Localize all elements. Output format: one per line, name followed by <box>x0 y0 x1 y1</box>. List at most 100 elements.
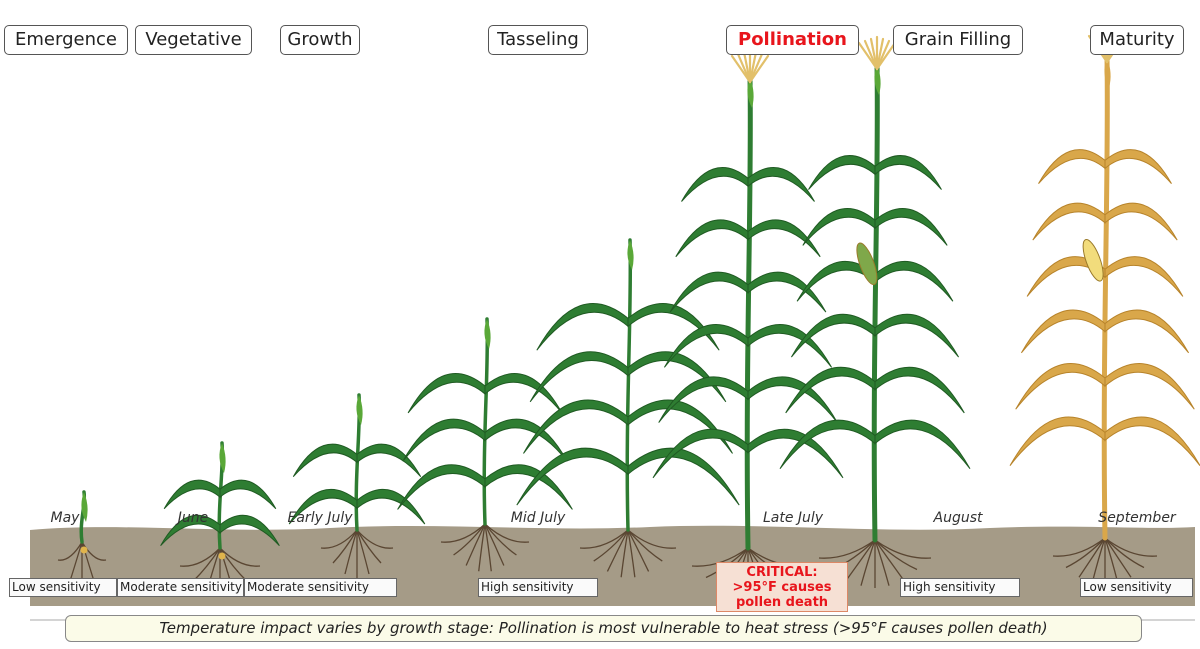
leaf <box>356 443 422 478</box>
leaf <box>292 443 358 478</box>
leaf <box>1038 149 1106 185</box>
leaf-tip <box>627 240 634 270</box>
leaf <box>1104 256 1184 297</box>
sensitivity-label-growth: Moderate sensitivity <box>244 578 397 597</box>
root <box>179 547 221 567</box>
sensitivity-label-grain-filling: High sensitivity <box>900 578 1020 597</box>
leaf <box>747 271 827 313</box>
leaf <box>790 313 876 358</box>
stalk <box>482 317 490 526</box>
leaf <box>802 207 876 246</box>
root <box>627 529 636 578</box>
leaf <box>163 479 221 510</box>
leaf <box>1104 363 1195 410</box>
corn-ear <box>1082 238 1104 282</box>
month-label-may: May <box>50 510 80 526</box>
leaf <box>669 271 749 313</box>
leaf <box>397 464 486 510</box>
leaf <box>874 366 965 414</box>
leaf <box>627 399 733 454</box>
root <box>846 539 876 580</box>
stage-label-maturity: Maturity <box>1090 25 1184 55</box>
root <box>81 541 107 561</box>
root <box>219 547 261 567</box>
plants-group <box>57 28 1200 597</box>
root <box>1104 537 1145 569</box>
root <box>606 529 629 572</box>
caption: Temperature impact varies by growth stag… <box>65 615 1142 642</box>
leaf <box>747 428 844 479</box>
stalk <box>625 238 633 532</box>
sensitivity-label-tasseling: High sensitivity <box>478 578 598 597</box>
root <box>478 523 486 572</box>
leaf <box>402 418 486 462</box>
leaf-tip <box>219 443 226 473</box>
root <box>57 541 83 561</box>
root <box>440 523 486 543</box>
leaf <box>219 479 277 510</box>
root <box>874 539 890 586</box>
stage-label-vegetative: Vegetative <box>135 25 252 55</box>
root <box>356 529 394 549</box>
leaf <box>1104 416 1200 466</box>
sensitivity-label-emergence: Low sensitivity <box>9 578 117 597</box>
root <box>874 539 904 580</box>
leaf <box>874 207 948 246</box>
leaf <box>523 399 629 454</box>
leaf <box>356 488 426 525</box>
leaf <box>681 167 749 202</box>
leaf <box>874 419 971 470</box>
root <box>484 523 517 556</box>
leaf <box>627 303 720 351</box>
root <box>1104 537 1158 557</box>
leaf <box>675 219 749 258</box>
leaf <box>1104 149 1172 185</box>
leaf <box>484 464 573 510</box>
root <box>484 523 505 566</box>
seed <box>218 552 226 560</box>
leaf <box>1015 363 1106 410</box>
root <box>344 529 358 575</box>
sensitivity-label-maturity: Low sensitivity <box>1080 578 1193 597</box>
stage-label-tasseling: Tasseling <box>488 25 588 55</box>
root <box>320 529 358 549</box>
leaf <box>529 351 629 403</box>
sensitivity-label-vegetative: Moderate sensitivity <box>117 578 244 597</box>
leaf <box>779 419 876 470</box>
month-label-mid-july: Mid July <box>510 510 566 526</box>
root <box>1065 537 1106 569</box>
leaf <box>808 155 876 190</box>
leaf <box>288 488 358 525</box>
sensitivity-label-pollination-critical: CRITICAL: >95°F causes pollen death <box>716 562 848 612</box>
leaf <box>747 376 838 423</box>
root <box>69 541 83 582</box>
month-label-september: September <box>1098 510 1176 526</box>
root <box>620 529 629 578</box>
root <box>484 523 530 543</box>
leaf <box>160 514 221 547</box>
root <box>874 539 932 559</box>
stage-label-grain-filling: Grain Filling <box>893 25 1023 55</box>
month-label-june: June <box>177 510 209 526</box>
leaf <box>516 447 629 506</box>
leaf <box>536 303 629 351</box>
leaf <box>658 376 749 423</box>
root <box>627 529 650 572</box>
critical-line-2: >95°F causes <box>732 580 832 595</box>
leaf <box>627 351 727 403</box>
leaf-tip <box>747 78 754 108</box>
leaf-tip <box>484 319 491 349</box>
leaf <box>747 167 815 202</box>
leaf-tip <box>1104 58 1111 88</box>
root <box>484 523 492 572</box>
leaf <box>1032 202 1106 241</box>
month-label-early-july: Early July <box>287 510 353 526</box>
root <box>332 529 358 564</box>
leaf <box>874 313 960 358</box>
leaf <box>747 324 833 368</box>
stalk <box>1101 55 1110 541</box>
leaf <box>874 155 942 190</box>
stage-label-emergence: Emergence <box>4 25 128 55</box>
leaf-tip <box>81 492 88 522</box>
